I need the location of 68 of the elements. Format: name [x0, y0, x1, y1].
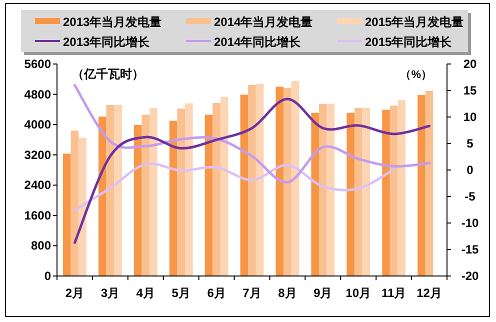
bar [98, 116, 106, 276]
bar [319, 104, 327, 276]
y2-tick-label: -20 [461, 269, 479, 283]
y2-tick-label: 0 [466, 163, 474, 177]
y-axis-title: （亿千瓦时） [72, 67, 144, 81]
bar [418, 95, 426, 276]
x-tick-label: 6月 [207, 286, 226, 300]
bar [177, 108, 185, 276]
bar [63, 154, 71, 276]
y2-tick-label: 15 [463, 84, 477, 98]
bar [150, 108, 158, 276]
bar [78, 138, 86, 276]
legend-label: 2015年当月发电量 [365, 15, 464, 29]
bar [212, 102, 220, 276]
y-tick-label: 2400 [24, 178, 52, 192]
bar [134, 124, 142, 276]
bar [204, 114, 213, 276]
bar [354, 108, 362, 276]
bar [390, 106, 398, 276]
bar [362, 108, 370, 276]
y-tick-label: 0 [44, 269, 52, 283]
bar [114, 104, 122, 276]
y2-tick-label: 20 [463, 57, 477, 71]
bar [220, 96, 228, 276]
bar [311, 112, 320, 276]
x-tick-label: 7月 [242, 286, 262, 300]
bar [169, 120, 178, 276]
y2-tick-label: 10 [463, 110, 477, 124]
y2-tick-label: -15 [461, 242, 479, 256]
bar [284, 88, 292, 276]
x-tick-label: 11月 [381, 286, 406, 300]
x-tick-label: 5月 [172, 286, 190, 300]
y-tick-label: 1600 [24, 208, 52, 222]
x-tick-label: 9月 [314, 286, 332, 300]
legend-label: 2013年当月发电量 [63, 15, 162, 29]
x-tick-label: 2月 [65, 286, 84, 300]
bar [398, 100, 406, 276]
bar [240, 94, 248, 276]
legend-label: 2014年当月发电量 [214, 15, 313, 29]
bar [248, 84, 256, 276]
y-tick-label: 4800 [24, 87, 52, 102]
y-tick-label: 5600 [24, 57, 52, 71]
y2-tick-label: 5 [466, 136, 474, 150]
bar [184, 103, 193, 276]
bar [106, 104, 114, 276]
y2-tick-label: -10 [461, 216, 479, 230]
y-tick-label: 800 [30, 238, 52, 253]
bar [70, 130, 79, 276]
x-tick-label: 3月 [100, 286, 120, 300]
x-tick-label: 10月 [346, 286, 372, 300]
bar [326, 104, 335, 276]
y-tick-label: 3200 [24, 148, 52, 162]
x-tick-label: 8月 [278, 286, 297, 300]
legend-label: 2013年同比增长 [63, 35, 151, 49]
bar [276, 86, 284, 276]
bar [142, 114, 150, 276]
y-tick-label: 4000 [24, 118, 52, 132]
legend-label: 2015年同比增长 [365, 35, 453, 49]
bar [382, 110, 390, 276]
bar [346, 112, 354, 276]
legend-label: 2014年同比增长 [214, 35, 302, 49]
y2-axis-title: （%） [400, 69, 432, 81]
x-tick-label: 4月 [136, 286, 155, 300]
y2-tick-label: -5 [464, 190, 476, 204]
bar [291, 81, 300, 276]
x-tick-label: 12月 [416, 286, 442, 300]
bar [256, 84, 264, 276]
bar [425, 90, 434, 276]
